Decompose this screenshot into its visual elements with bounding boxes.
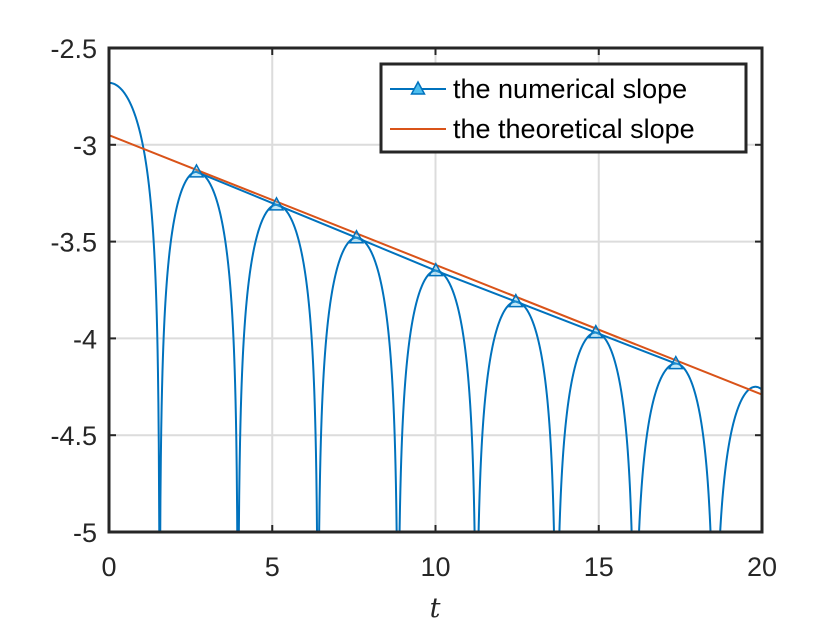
x-tick-labels: 0 5 10 15 20	[101, 552, 777, 582]
legend-triangle-marker-icon	[410, 80, 426, 95]
numerical-slope-marker	[668, 354, 684, 370]
numerical-slope-marker	[588, 324, 604, 339]
x-tick-label: 0	[101, 552, 116, 582]
x-axis-label: t	[430, 593, 441, 624]
y-tick-label: -4	[73, 324, 97, 354]
y-tick-labels: -5 -4.5 -4 -3.5 -3 -2.5	[50, 34, 97, 548]
numerical-slope-marker	[508, 293, 524, 308]
numerical-slope-marker	[348, 229, 365, 244]
legend-label-numerical: the numerical slope	[453, 74, 687, 104]
numerical-slope-envelope	[196, 170, 677, 365]
series-layer	[109, 81, 762, 532]
y-tick-label: -4.5	[50, 421, 97, 451]
y-tick-label: -3	[73, 131, 97, 161]
legend-label-theoretical: the theoretical slope	[453, 114, 695, 144]
y-tick-label: -3.5	[50, 228, 97, 258]
x-tick-label: 20	[747, 552, 777, 582]
numerical-slope-marker	[268, 196, 285, 211]
ticks	[108, 47, 763, 533]
numerical-slope-marker	[428, 262, 444, 277]
x-tick-label: 10	[420, 552, 450, 582]
x-tick-label: 15	[584, 552, 614, 582]
y-tick-label: -2.5	[50, 34, 97, 64]
legend-box	[379, 62, 748, 154]
legend: the numerical slope the theoretical slop…	[379, 62, 748, 154]
y-tick-label: -5	[73, 518, 97, 548]
numerical-slope-marker	[188, 163, 205, 178]
x-tick-label: 5	[265, 552, 280, 582]
